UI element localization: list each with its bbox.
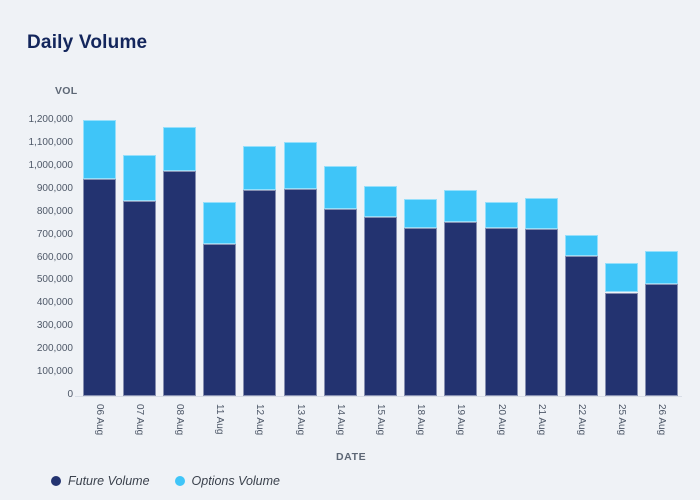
chart-title: Daily Volume [27,32,148,53]
y-tick-label: 1,200,000 [28,114,74,125]
x-tick-label-13-aug: 13 Aug [294,404,306,436]
bar-segment-future-volume-26-aug[interactable] [645,283,679,396]
legend-dot-icon [174,476,185,486]
bar-segment-options-volume-25-aug[interactable] [605,262,639,293]
bar-segment-options-volume-12-aug[interactable] [243,146,277,191]
bar-segment-future-volume-11-aug[interactable] [203,244,237,396]
y-tick-label: 500,000 [36,274,73,286]
x-tick-label-12-aug: 12 Aug [254,404,266,436]
bar-segment-future-volume-20-aug[interactable] [484,228,518,396]
bar-segment-options-volume-22-aug[interactable] [565,235,598,257]
x-tick-label-25-aug: 25 Aug [616,404,628,436]
y-tick-label: 800,000 [36,205,73,217]
x-tick-label-20-aug: 20 Aug [495,404,507,436]
bar-segment-options-volume-18-aug[interactable] [404,198,438,229]
x-axis-line [75,396,682,397]
x-tick-label-21-aug: 21 Aug [535,404,547,436]
bar-segment-options-volume-07-aug[interactable] [122,154,156,201]
bar-segment-future-volume-06-aug[interactable] [82,178,116,396]
bar-segment-options-volume-08-aug[interactable] [163,126,196,171]
y-tick-label: 900,000 [36,182,73,194]
y-tick-label: 200,000 [36,343,73,355]
x-tick-label-26-aug: 26 Aug [656,404,668,436]
y-tick-label: 0 [67,389,73,400]
legend-label: Options Volume [191,474,281,488]
bar-segment-options-volume-11-aug[interactable] [203,201,237,245]
bar-segment-options-volume-26-aug[interactable] [645,250,679,284]
x-tick-label-15-aug: 15 Aug [375,404,386,436]
bar-segment-options-volume-06-aug[interactable] [82,120,116,179]
x-tick-label-08-aug: 08 Aug [174,404,185,436]
legend-item-future-volume[interactable]: Future Volume [51,474,150,488]
y-tick-label: 400,000 [36,297,73,309]
bar-segment-future-volume-15-aug[interactable] [364,216,397,396]
bar-segment-options-volume-14-aug[interactable] [323,166,357,209]
y-tick-label: 300,000 [36,320,73,332]
bar-segment-future-volume-13-aug[interactable] [283,189,317,396]
legend-dot-icon [51,476,61,486]
bar-segment-future-volume-22-aug[interactable] [565,256,598,396]
x-tick-label-22-aug: 22 Aug [576,404,587,436]
chart-legend: Future Volume Options Volume [51,474,280,488]
y-axis-title: VOL [55,85,78,97]
bar-segment-options-volume-15-aug[interactable] [364,186,397,217]
bar-segment-future-volume-08-aug[interactable] [163,170,196,396]
x-tick-label-18-aug: 18 Aug [415,404,427,436]
bar-segment-options-volume-20-aug[interactable] [484,202,518,229]
plot-area [79,120,682,396]
legend-item-options-volume[interactable]: Options Volume [174,474,281,488]
x-tick-label-19-aug: 19 Aug [455,404,467,436]
bar-segment-options-volume-21-aug[interactable] [524,197,558,230]
y-tick-label: 700,000 [36,228,73,240]
bar-segment-future-volume-07-aug[interactable] [122,200,156,396]
x-tick-label-06-aug: 06 Aug [93,404,105,436]
x-tick-label-14-aug: 14 Aug [334,404,346,436]
bar-segment-future-volume-21-aug[interactable] [524,229,558,396]
bar-segment-future-volume-12-aug[interactable] [243,190,277,396]
x-tick-label-07-aug: 07 Aug [133,404,145,436]
bar-segment-options-volume-19-aug[interactable] [444,190,478,223]
bar-segment-future-volume-18-aug[interactable] [404,228,438,396]
y-tick-label: 100,000 [36,366,73,378]
bar-segment-future-volume-25-aug[interactable] [605,292,639,396]
y-tick-label: 1,100,000 [28,136,74,148]
y-tick-label: 600,000 [36,251,73,263]
bar-segment-future-volume-19-aug[interactable] [444,222,478,396]
bar-segment-future-volume-14-aug[interactable] [323,208,357,396]
bar-segment-options-volume-13-aug[interactable] [283,141,317,189]
y-tick-label: 1,000,000 [28,159,74,171]
x-tick-label-11-aug: 11 Aug [214,404,226,435]
x-axis-title: DATE [336,451,367,463]
legend-label: Future Volume [68,474,150,488]
